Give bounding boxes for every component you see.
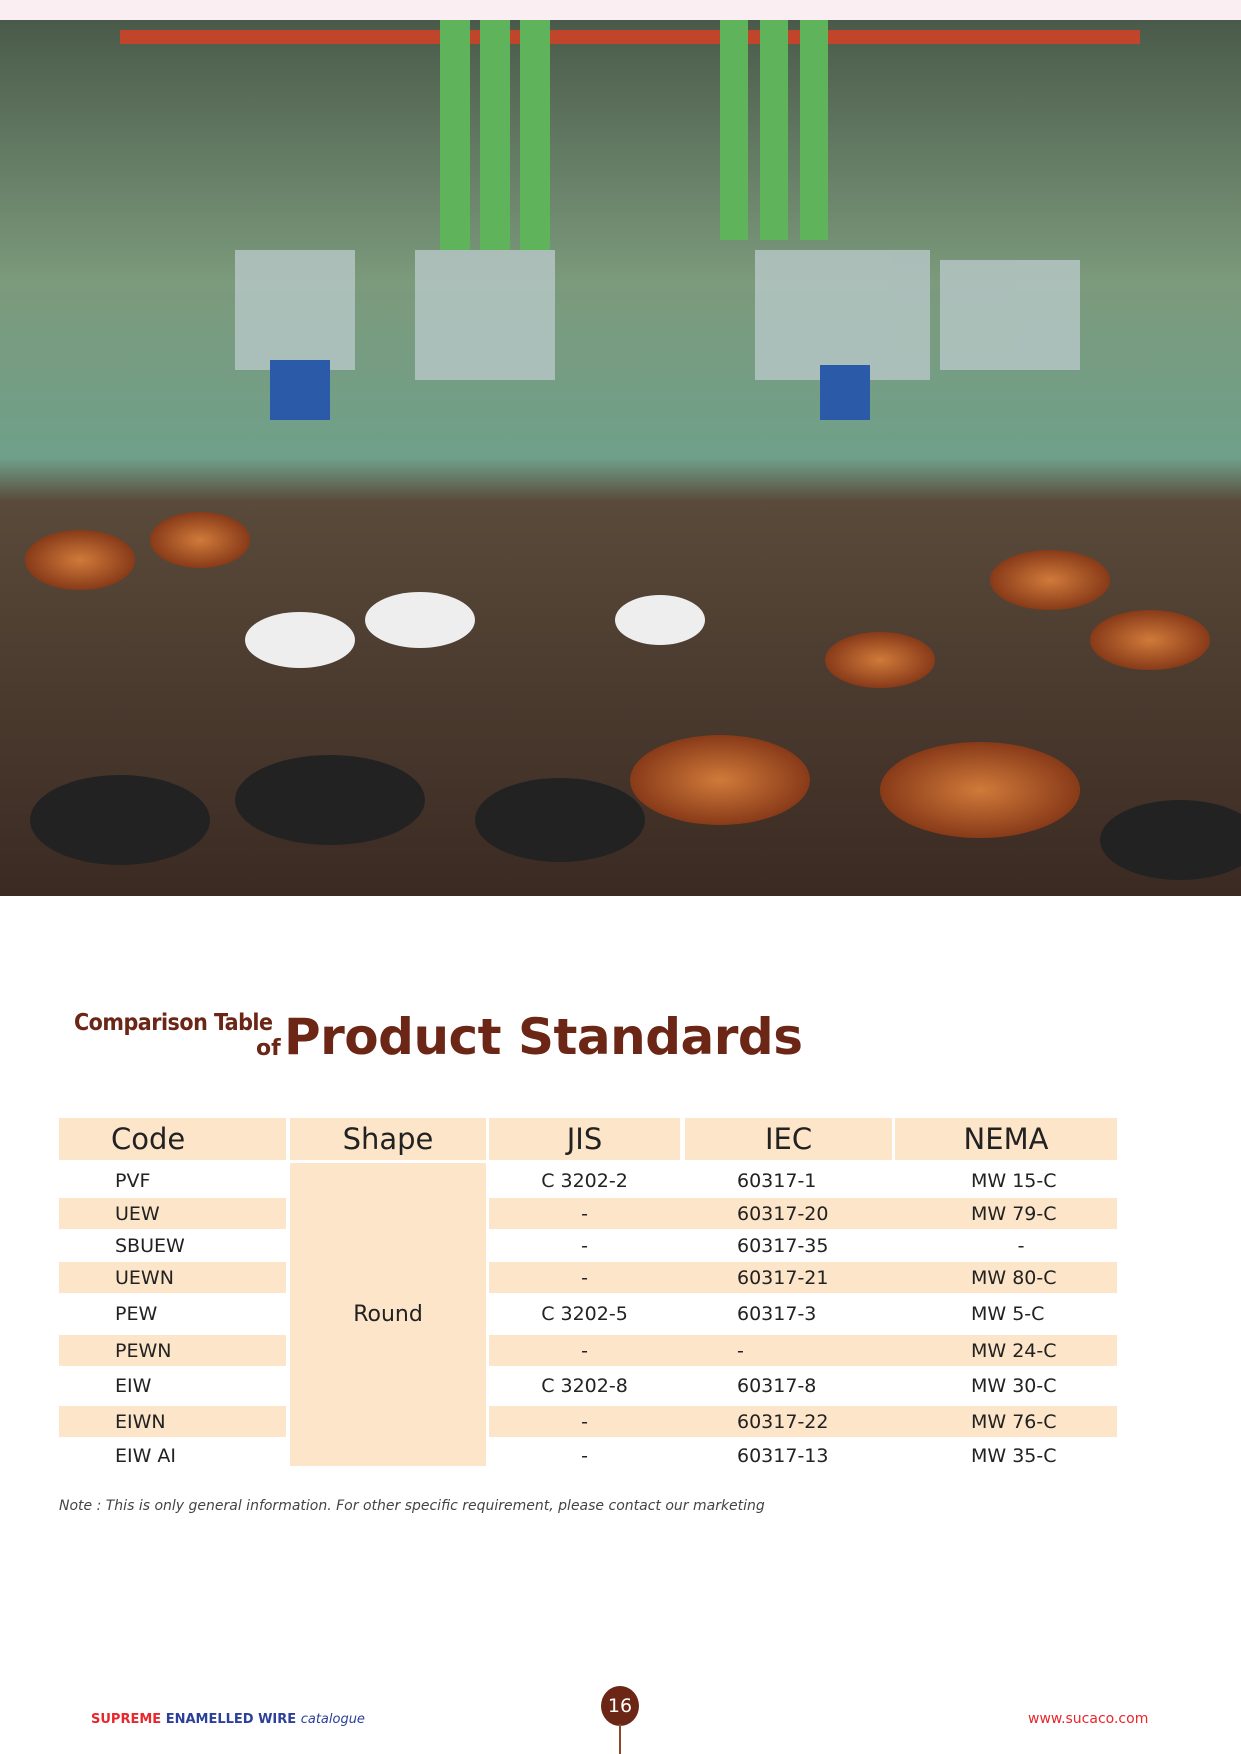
row-shading xyxy=(489,1198,1117,1229)
page-number: 16 xyxy=(601,1686,639,1726)
table-cell-jis: - xyxy=(581,1234,588,1257)
table-cell-nema: MW 76-C xyxy=(971,1410,1057,1433)
row-shading xyxy=(59,1198,286,1229)
brand-enamelled-wire: ENAMELLED WIRE xyxy=(165,1712,297,1727)
table-row: UEW - 60317-20 MW 79-C xyxy=(59,1198,1117,1229)
table-cell-iec: 60317-8 xyxy=(737,1375,817,1397)
title-comparison-table: Comparison Table xyxy=(74,1010,273,1036)
table-row: EIWN - 60317-22 MW 76-C xyxy=(59,1406,1117,1437)
table-cell-jis: - xyxy=(581,1444,588,1467)
table-cell-iec: 60317-1 xyxy=(737,1169,817,1192)
table-cell-jis: - xyxy=(581,1266,588,1289)
table-cell-iec: 60317-3 xyxy=(737,1303,817,1325)
table-cell-code: EIWN xyxy=(115,1410,166,1433)
website-link[interactable]: www.sucaco.com xyxy=(1028,1711,1149,1727)
table-cell-code: UEW xyxy=(115,1202,160,1225)
table-cell-nema: MW 24-C xyxy=(971,1339,1057,1362)
shape-cell-round: Round xyxy=(290,1163,486,1466)
table-cell-nema: - xyxy=(1017,1234,1025,1257)
table-cell-nema: MW 79-C xyxy=(971,1202,1057,1225)
table-cell-nema: MW 30-C xyxy=(971,1375,1057,1397)
header-code: Code xyxy=(59,1118,286,1160)
table-cell-iec: 60317-20 xyxy=(737,1202,829,1225)
title-of: of xyxy=(256,1036,281,1061)
table-row: SBUEW - 60317-35 - xyxy=(59,1229,1117,1262)
table-cell-nema: MW 5-C xyxy=(971,1303,1045,1325)
header-nema: NEMA xyxy=(895,1118,1117,1160)
table-cell-nema: MW 15-C xyxy=(971,1169,1057,1192)
row-shading xyxy=(59,1335,286,1366)
top-band xyxy=(0,0,1241,20)
table-row: EIW AI - 60317-13 MW 35-C xyxy=(59,1437,1117,1474)
table-cell-code: PEWN xyxy=(115,1339,172,1362)
table-cell-jis: - xyxy=(581,1202,588,1225)
table-cell-code: PVF xyxy=(115,1169,151,1192)
table-cell-iec: 60317-21 xyxy=(737,1266,829,1289)
table-cell-code: EIW AI xyxy=(115,1444,177,1467)
table-row: PVF C 3202-2 60317-1 MW 15-C xyxy=(59,1163,1117,1198)
row-shading xyxy=(489,1406,1117,1437)
table-cell-iec: 60317-22 xyxy=(737,1410,829,1433)
table-cell-jis: - xyxy=(581,1410,588,1433)
table-row: PEWN - - MW 24-C xyxy=(59,1335,1117,1366)
row-shading xyxy=(59,1406,286,1437)
table-row: UEWN - 60317-21 MW 80-C xyxy=(59,1262,1117,1293)
page-title: Product Standards xyxy=(284,1008,803,1066)
table-cell-iec: - xyxy=(737,1339,744,1362)
row-shading xyxy=(489,1335,1117,1366)
header-iec: IEC xyxy=(685,1118,892,1160)
table-cell-jis: - xyxy=(581,1339,588,1362)
table-cell-code: UEWN xyxy=(115,1266,174,1289)
table-cell-code: PEW xyxy=(115,1303,158,1325)
footer-brand: SUPREME ENAMELLED WIRE catalogue xyxy=(91,1712,365,1727)
header-jis: JIS xyxy=(489,1118,680,1160)
table-cell-code: SBUEW xyxy=(115,1234,185,1257)
table-cell-jis: C 3202-2 xyxy=(541,1169,628,1192)
brand-catalogue: catalogue xyxy=(300,1712,365,1727)
table-cell-iec: 60317-35 xyxy=(737,1234,829,1257)
row-shading xyxy=(59,1262,286,1293)
table-cell-code: EIW xyxy=(115,1375,152,1397)
note-text: Note : This is only general information.… xyxy=(59,1498,765,1514)
table-cell-iec: 60317-13 xyxy=(737,1444,829,1467)
table-cell-jis: C 3202-5 xyxy=(541,1303,628,1325)
table-row: EIW C 3202-8 60317-8 MW 30-C xyxy=(59,1366,1117,1406)
table-cell-nema: MW 80-C xyxy=(971,1266,1057,1289)
page-marker-line xyxy=(619,1724,621,1754)
table-cell-jis: C 3202-8 xyxy=(541,1375,628,1397)
factory-photo xyxy=(0,20,1241,896)
table-cell-nema: MW 35-C xyxy=(971,1444,1057,1467)
row-shading xyxy=(489,1262,1117,1293)
brand-supreme: SUPREME xyxy=(91,1712,162,1727)
header-shape: Shape xyxy=(290,1118,486,1160)
table-row: PEW C 3202-5 60317-3 MW 5-C xyxy=(59,1293,1117,1335)
